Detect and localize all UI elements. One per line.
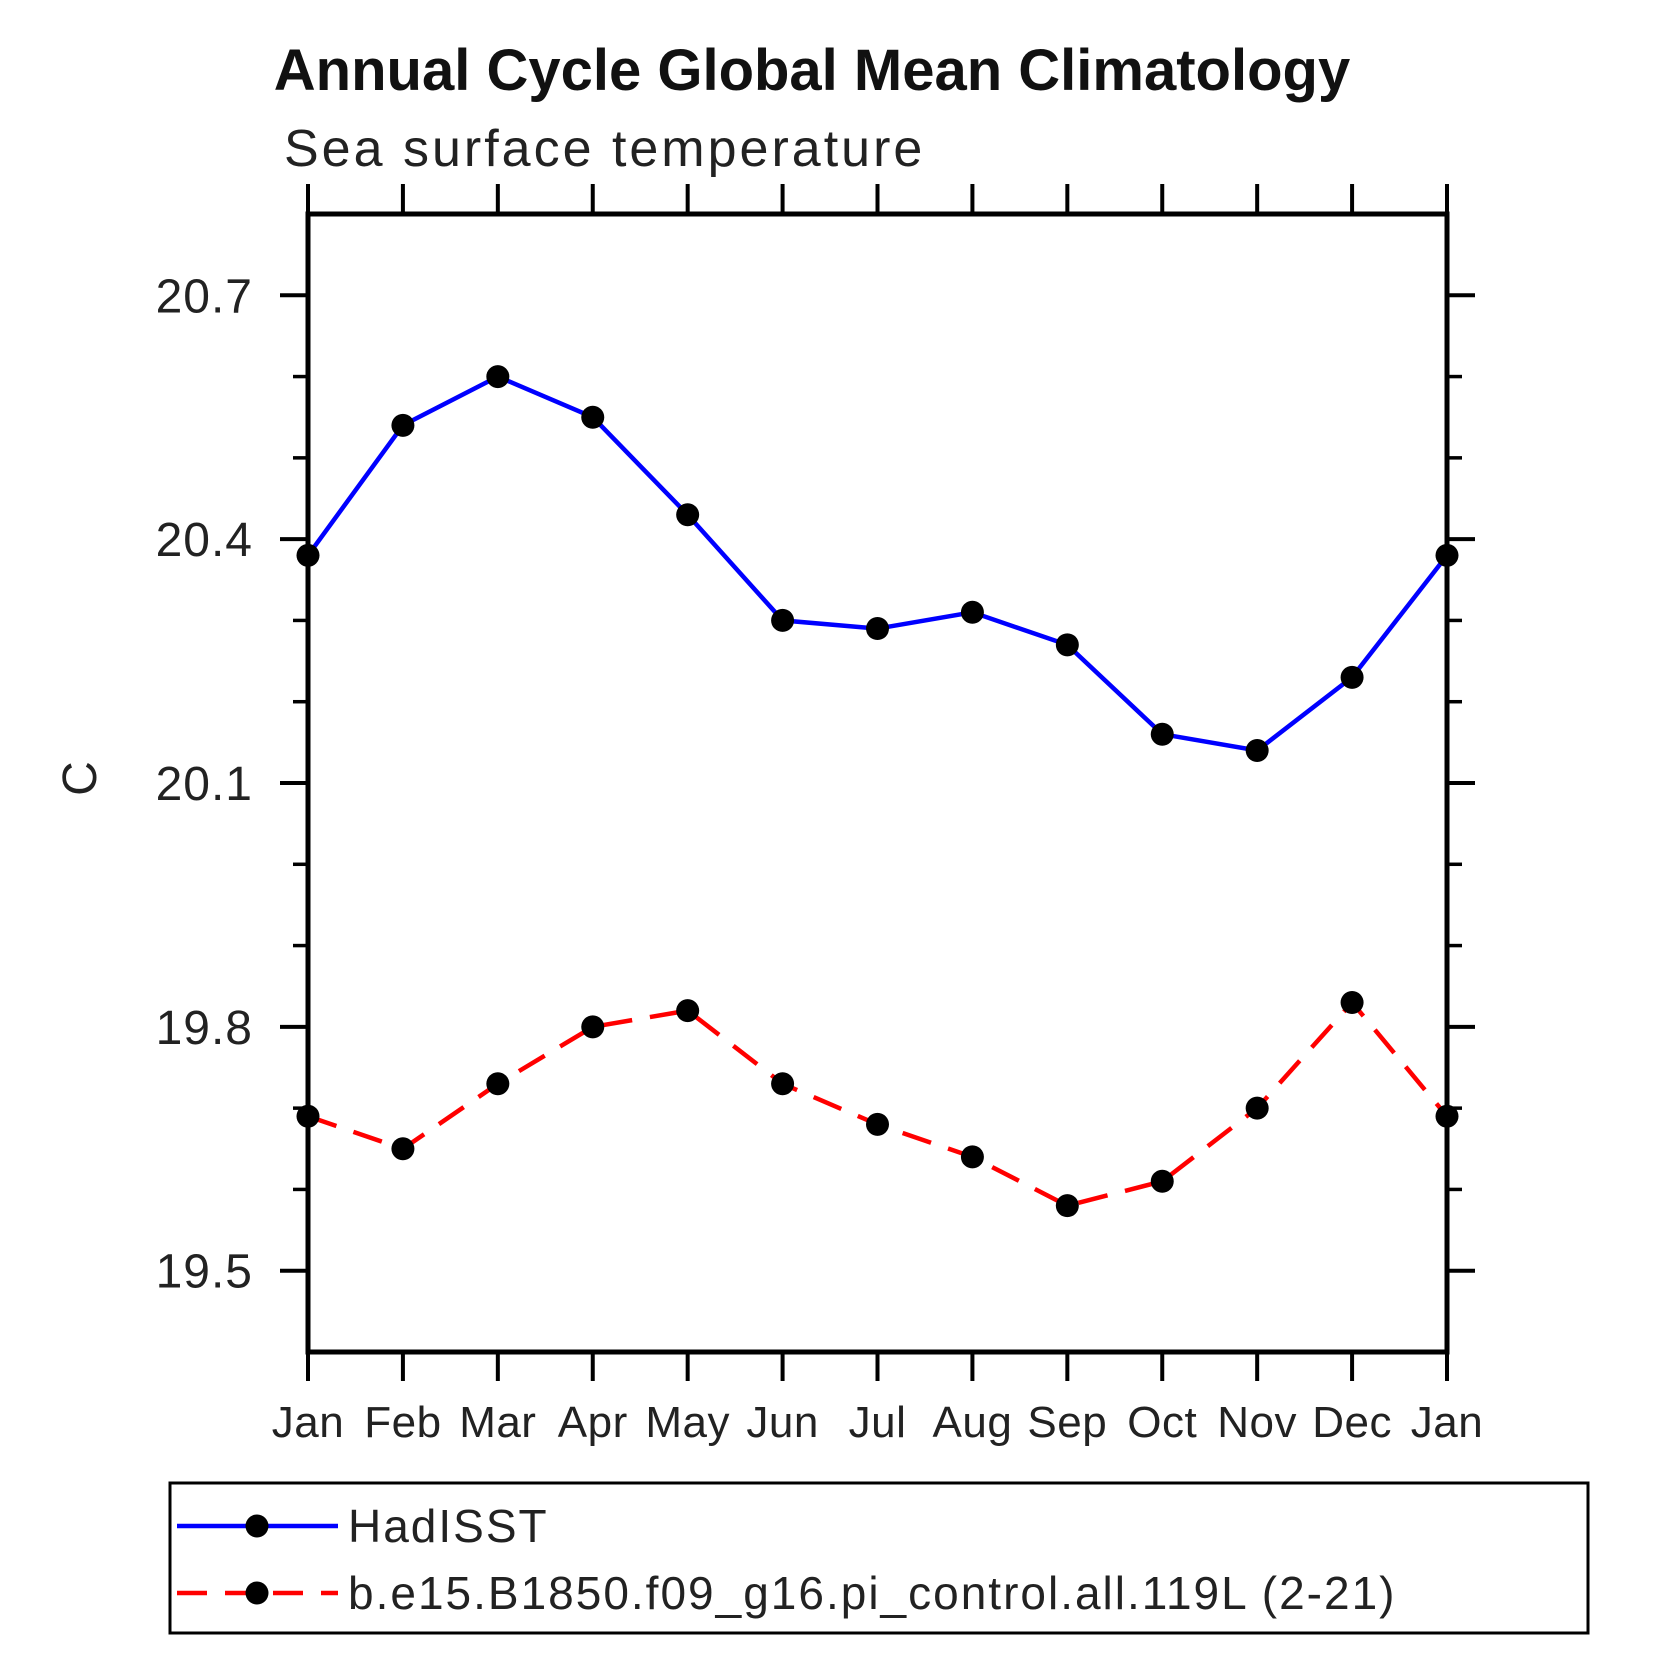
chart-subtitle: Sea surface temperature [284,120,925,178]
x-tick-label: Feb [364,1398,441,1447]
data-point-marker [676,503,700,527]
data-point-marker [486,365,510,389]
y-tick-label: 20.7 [156,270,253,323]
x-tick-label: May [645,1398,730,1447]
data-point-marker [960,1145,984,1169]
y-tick-label: 19.8 [156,1002,253,1055]
data-point-marker [676,999,700,1023]
data-point-marker [771,608,795,632]
x-tick-label: Jul [849,1398,907,1447]
series-line-dashed [307,999,1449,1209]
series-line-solid [306,374,1449,753]
y-tick-label: 20.4 [156,514,253,567]
y-tick-label: 20.1 [156,758,253,811]
data-point-marker [1435,543,1459,567]
x-tick-label: Nov [1217,1398,1297,1447]
legend-marker [245,1514,269,1538]
x-tick-label: Sep [1027,1398,1107,1447]
plot-area: 19.5 19.8 20.1 20.4 20.7 Jan Feb Mar Apr May Jun Ju… [156,184,1483,1447]
data-point-marker [581,1015,605,1039]
legend-box [168,1481,1590,1635]
data-point-marker [1340,665,1364,689]
data-point-marker [866,617,889,641]
data-point-marker [1150,722,1174,746]
y-axis-label: C [54,760,107,796]
y-tick-label: 19.5 [156,1246,253,1299]
legend-label: b.e15.B1850.f09_g16.pi_control.all.119L … [348,1567,1396,1619]
data-point-marker [1435,1104,1459,1128]
legend-marker [245,1581,269,1605]
x-tick-label: Jan [272,1398,344,1447]
data-point-marker [771,1072,795,1096]
x-tick-label: Oct [1127,1398,1197,1447]
data-point-marker [1055,1194,1079,1218]
x-tick-label: Mar [459,1398,536,1447]
x-tick-label: Jan [1411,1398,1483,1447]
data-point-marker [866,1112,889,1136]
x-tick-label: Jun [746,1398,818,1447]
x-tick-label: Aug [933,1398,1013,1447]
data-point-marker [1150,1169,1174,1193]
data-point-marker [581,405,605,429]
data-point-marker [486,1072,510,1096]
x-tick-label: Apr [558,1398,628,1447]
data-point-marker [391,413,415,437]
series-layer [296,365,1459,1218]
data-point-marker [391,1137,415,1161]
data-point-marker [296,543,320,567]
data-point-marker [1245,738,1269,762]
data-point-marker [1340,990,1364,1014]
chart-title: Annual Cycle Global Mean Climatology [274,38,1350,103]
data-point-marker [296,1104,320,1128]
data-point-marker [1055,633,1079,657]
x-tick-label: Dec [1312,1398,1392,1447]
legend: HadISST b.e15.B1850.f09_g16.pi_control.al… [168,1481,1590,1635]
data-point-marker [960,600,984,624]
legend-label: HadISST [348,1500,549,1552]
data-point-marker [1245,1096,1269,1120]
plot-frame [305,211,1450,1355]
